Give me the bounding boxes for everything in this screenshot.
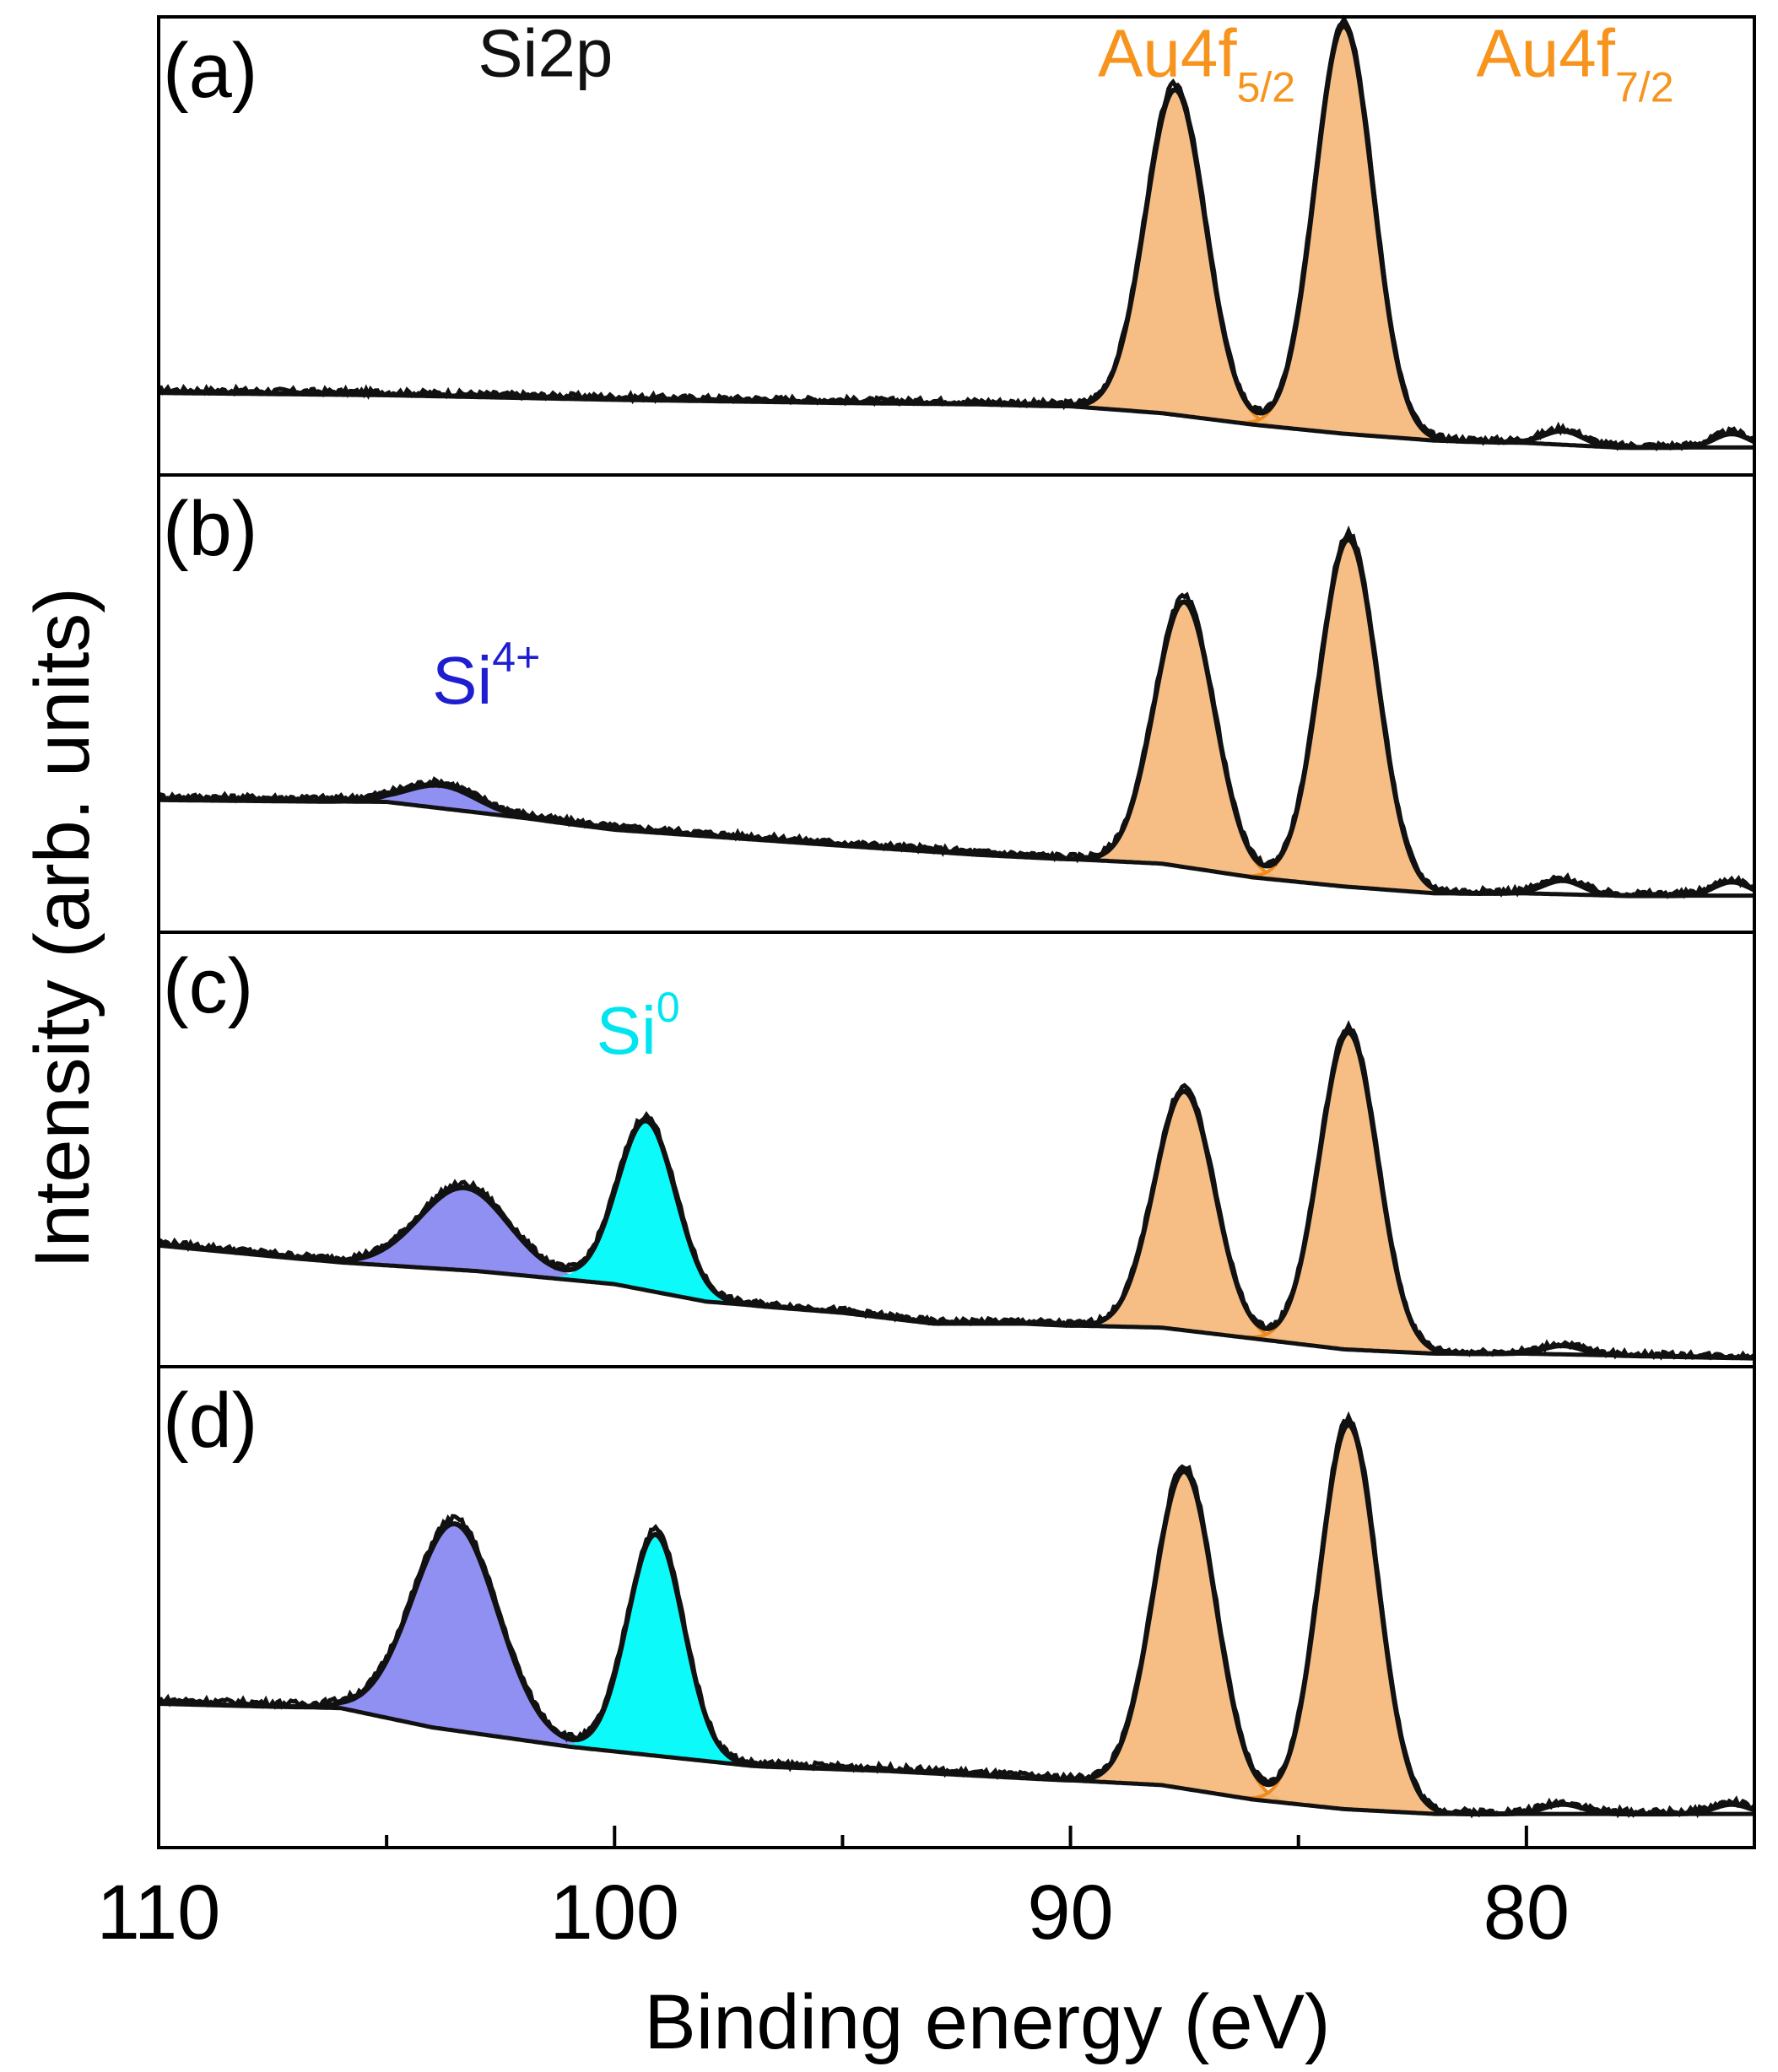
x-axis-label: Binding energy (eV) [644, 1979, 1330, 2065]
measured-spectrum-curve [158, 1411, 1756, 1819]
measured-spectrum-curve [157, 1020, 1756, 1361]
panel-frame [157, 473, 1756, 934]
annotation-label: Si2p [478, 16, 613, 91]
x-tick-label: 100 [550, 1870, 680, 1956]
panel-label: (b) [163, 486, 257, 572]
panel-frame [157, 1365, 1756, 1849]
measured-spectrum-curve [158, 14, 1756, 452]
peak-fill-si0 [471, 1120, 824, 1312]
x-tick-label: 80 [1483, 1870, 1570, 1956]
annotation-label: Au4f7/2 [1476, 16, 1673, 111]
panel-a: (a) Si2p Au4f5/2 Au4f7/2 [157, 14, 1756, 477]
panel-d: (d) [157, 1365, 1756, 1849]
annotation-label: Si4+ [432, 634, 540, 718]
panel-frame [157, 931, 1756, 1368]
panel-c: (c) Si0 [157, 931, 1756, 1368]
panels-layer: (a) Si2p Au4f5/2 Au4f7/2 (b) Si4+ (c) Si0 (d) [156, 14, 1756, 1849]
x-tick-label: 110 [97, 1870, 221, 1956]
fit-envelope-curve [158, 1422, 1755, 1817]
panel-label: (c) [163, 943, 253, 1029]
panel-label: (a) [163, 28, 257, 114]
annotation-label: Si0 [597, 984, 680, 1068]
fit-envelope-curve [159, 536, 1756, 898]
x-tick-label: 90 [1027, 1870, 1113, 1956]
annotation-label: Au4f5/2 [1098, 16, 1295, 111]
baseline-curve [158, 1701, 1754, 1816]
x-axis: 110 100 90 80 [97, 1826, 1570, 1956]
panel-b: (b) Si4+ [156, 473, 1756, 934]
panel-label: (d) [163, 1378, 257, 1464]
y-axis-label: Intensity (arb. units) [19, 587, 105, 1269]
fit-envelope-curve [158, 1029, 1755, 1361]
measured-spectrum-curve [156, 525, 1755, 899]
